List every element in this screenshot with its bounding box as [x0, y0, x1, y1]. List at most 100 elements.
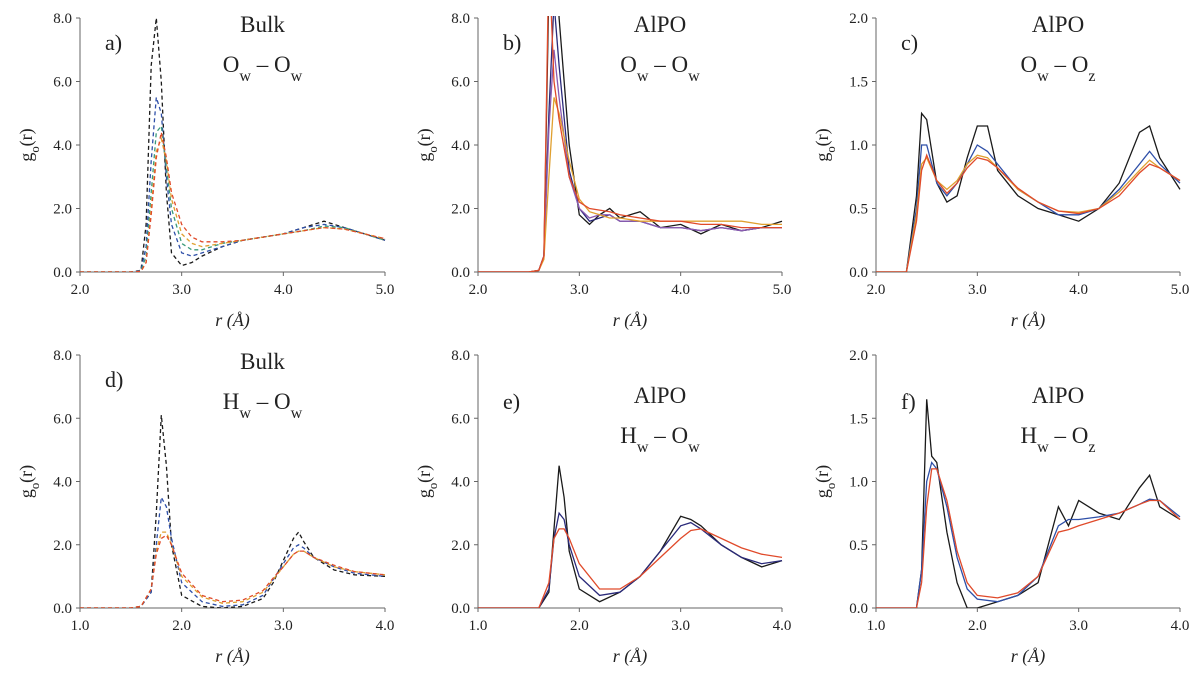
panel: 0.0 0.5 1.0 1.5 2.0 1.0 2.0 3.0 4.0 r (Å) go(r) f) A…: [812, 348, 1189, 667]
x-axis-label: r (Å): [215, 646, 250, 667]
curve: [478, 16, 782, 272]
panel-title: Bulk: [240, 349, 285, 374]
text-part: (r): [812, 128, 833, 146]
x-tick-label: 2.0: [172, 618, 191, 634]
curve: [478, 97, 782, 272]
x-axis-label: r (Å): [1011, 310, 1046, 331]
curve: [478, 16, 782, 272]
curve: [478, 511, 783, 608]
curve: [80, 495, 386, 608]
curve: [80, 531, 386, 608]
y-axis-label: go(r): [16, 465, 42, 498]
text-part: – O: [649, 52, 689, 77]
x-tick-label: 2.0: [570, 618, 589, 634]
y-tick-label: 4.0: [451, 138, 470, 154]
y-tick-label: 0.5: [849, 202, 868, 218]
text-part: z: [1088, 439, 1095, 456]
text-part: o: [426, 146, 440, 152]
y-axis-label: go(r): [16, 128, 42, 161]
x-tick-label: 1.0: [867, 618, 886, 634]
text-part: g: [414, 153, 434, 162]
y-tick-label: 1.5: [849, 75, 868, 91]
x-tick-label: 5.0: [376, 282, 395, 298]
y-tick-label: 1.0: [849, 475, 868, 491]
text-part: o: [824, 146, 838, 152]
panel-title: AlPO: [1032, 383, 1084, 408]
panel-pair: Hw – Oz: [1020, 423, 1095, 456]
text-part: w: [1037, 68, 1049, 85]
curve: [478, 16, 783, 272]
text-part: O: [223, 52, 240, 77]
text-part: w: [1037, 439, 1049, 456]
panel: 0.02.04.06.08.02.0 3.0 4.0 5.0r (Å)go(r)a)B…: [16, 11, 394, 331]
y-tick-label: 0.0: [849, 601, 868, 617]
text-part: g: [414, 489, 434, 498]
x-tick-label: 3.0: [570, 282, 589, 298]
x-tick-label: 3.0: [274, 618, 293, 634]
curve: [80, 97, 386, 272]
text-part: w: [688, 439, 700, 456]
text-part: w: [637, 68, 649, 85]
y-tick-label: 2.0: [451, 538, 470, 554]
curve: [876, 468, 1181, 608]
panel-pair: Ow – Ow: [223, 52, 303, 85]
y-axis-label: go(r): [812, 128, 838, 161]
text-part: w: [291, 68, 303, 85]
y-tick-label: 6.0: [451, 75, 470, 91]
x-tick-label: 2.0: [968, 618, 987, 634]
curve: [80, 534, 386, 608]
panel-label: f): [901, 389, 916, 414]
text-part: (r): [414, 128, 435, 146]
panel-pair: Hw – Ow: [223, 389, 303, 422]
text-part: (r): [16, 465, 37, 483]
text-part: g: [16, 153, 36, 162]
text-part: g: [812, 489, 832, 498]
curve: [876, 153, 1181, 272]
text-part: O: [620, 52, 637, 77]
curve: [80, 136, 386, 272]
panel: 0.0 0.5 1.0 1.5 2.0 2.0 3.0 4.0 5.0 r (Å) go(r) c) A…: [812, 11, 1189, 331]
y-tick-label: 2.0: [53, 202, 72, 218]
x-tick-label: 4.0: [376, 618, 395, 634]
panel-title: Bulk: [240, 12, 285, 37]
text-part: (r): [414, 465, 435, 483]
y-tick-label: 1.5: [849, 411, 868, 427]
x-tick-label: 2.0: [71, 282, 90, 298]
y-tick-label: 0.0: [53, 601, 72, 617]
x-tick-label: 5.0: [1171, 282, 1190, 298]
y-tick-label: 2.0: [849, 348, 868, 364]
curve: [876, 111, 1181, 272]
y-tick-label: 6.0: [451, 411, 470, 427]
panel-label: a): [105, 30, 122, 55]
panel-label: b): [503, 30, 521, 55]
panel: 0.0 2.0 4.0 6.0 8.0 1.0 2.0 3.0 4.0 r (Å) go(r) e) A…: [414, 348, 791, 667]
y-tick-label: 2.0: [451, 202, 470, 218]
x-tick-label: 4.0: [671, 282, 690, 298]
x-tick-label: 4.0: [773, 618, 792, 634]
y-tick-label: 4.0: [53, 475, 72, 491]
curve: [80, 415, 386, 608]
text-part: – O: [649, 423, 689, 448]
curve: [876, 461, 1181, 608]
text-part: w: [239, 405, 251, 422]
panel: 0.0 2.0 4.0 6.0 8.0 1.0 2.0 3.0 4.0 r (Å) go(r) d) B…: [16, 348, 394, 667]
panel: 0.02.04.06.08.02.0 3.0 4.0 5.0r (Å)go(r)b)A…: [414, 11, 791, 331]
y-axis-label: go(r): [414, 128, 440, 161]
x-tick-label: 3.0: [1069, 618, 1088, 634]
text-part: o: [28, 146, 42, 152]
y-tick-label: 8.0: [451, 348, 470, 364]
panel-title: AlPO: [634, 12, 686, 37]
x-axis-label: r (Å): [613, 310, 648, 331]
text-part: – O: [1049, 423, 1089, 448]
text-part: w: [239, 68, 251, 85]
y-tick-label: 8.0: [53, 11, 72, 27]
y-tick-label: 6.0: [53, 75, 72, 91]
x-tick-label: 2.0: [469, 282, 488, 298]
panel-title: AlPO: [634, 383, 686, 408]
panel-pair: Ow – Oz: [1020, 52, 1095, 85]
y-tick-label: 0.5: [849, 538, 868, 554]
text-part: – O: [251, 389, 291, 414]
curve: [80, 132, 386, 272]
text-part: H: [1020, 423, 1037, 448]
